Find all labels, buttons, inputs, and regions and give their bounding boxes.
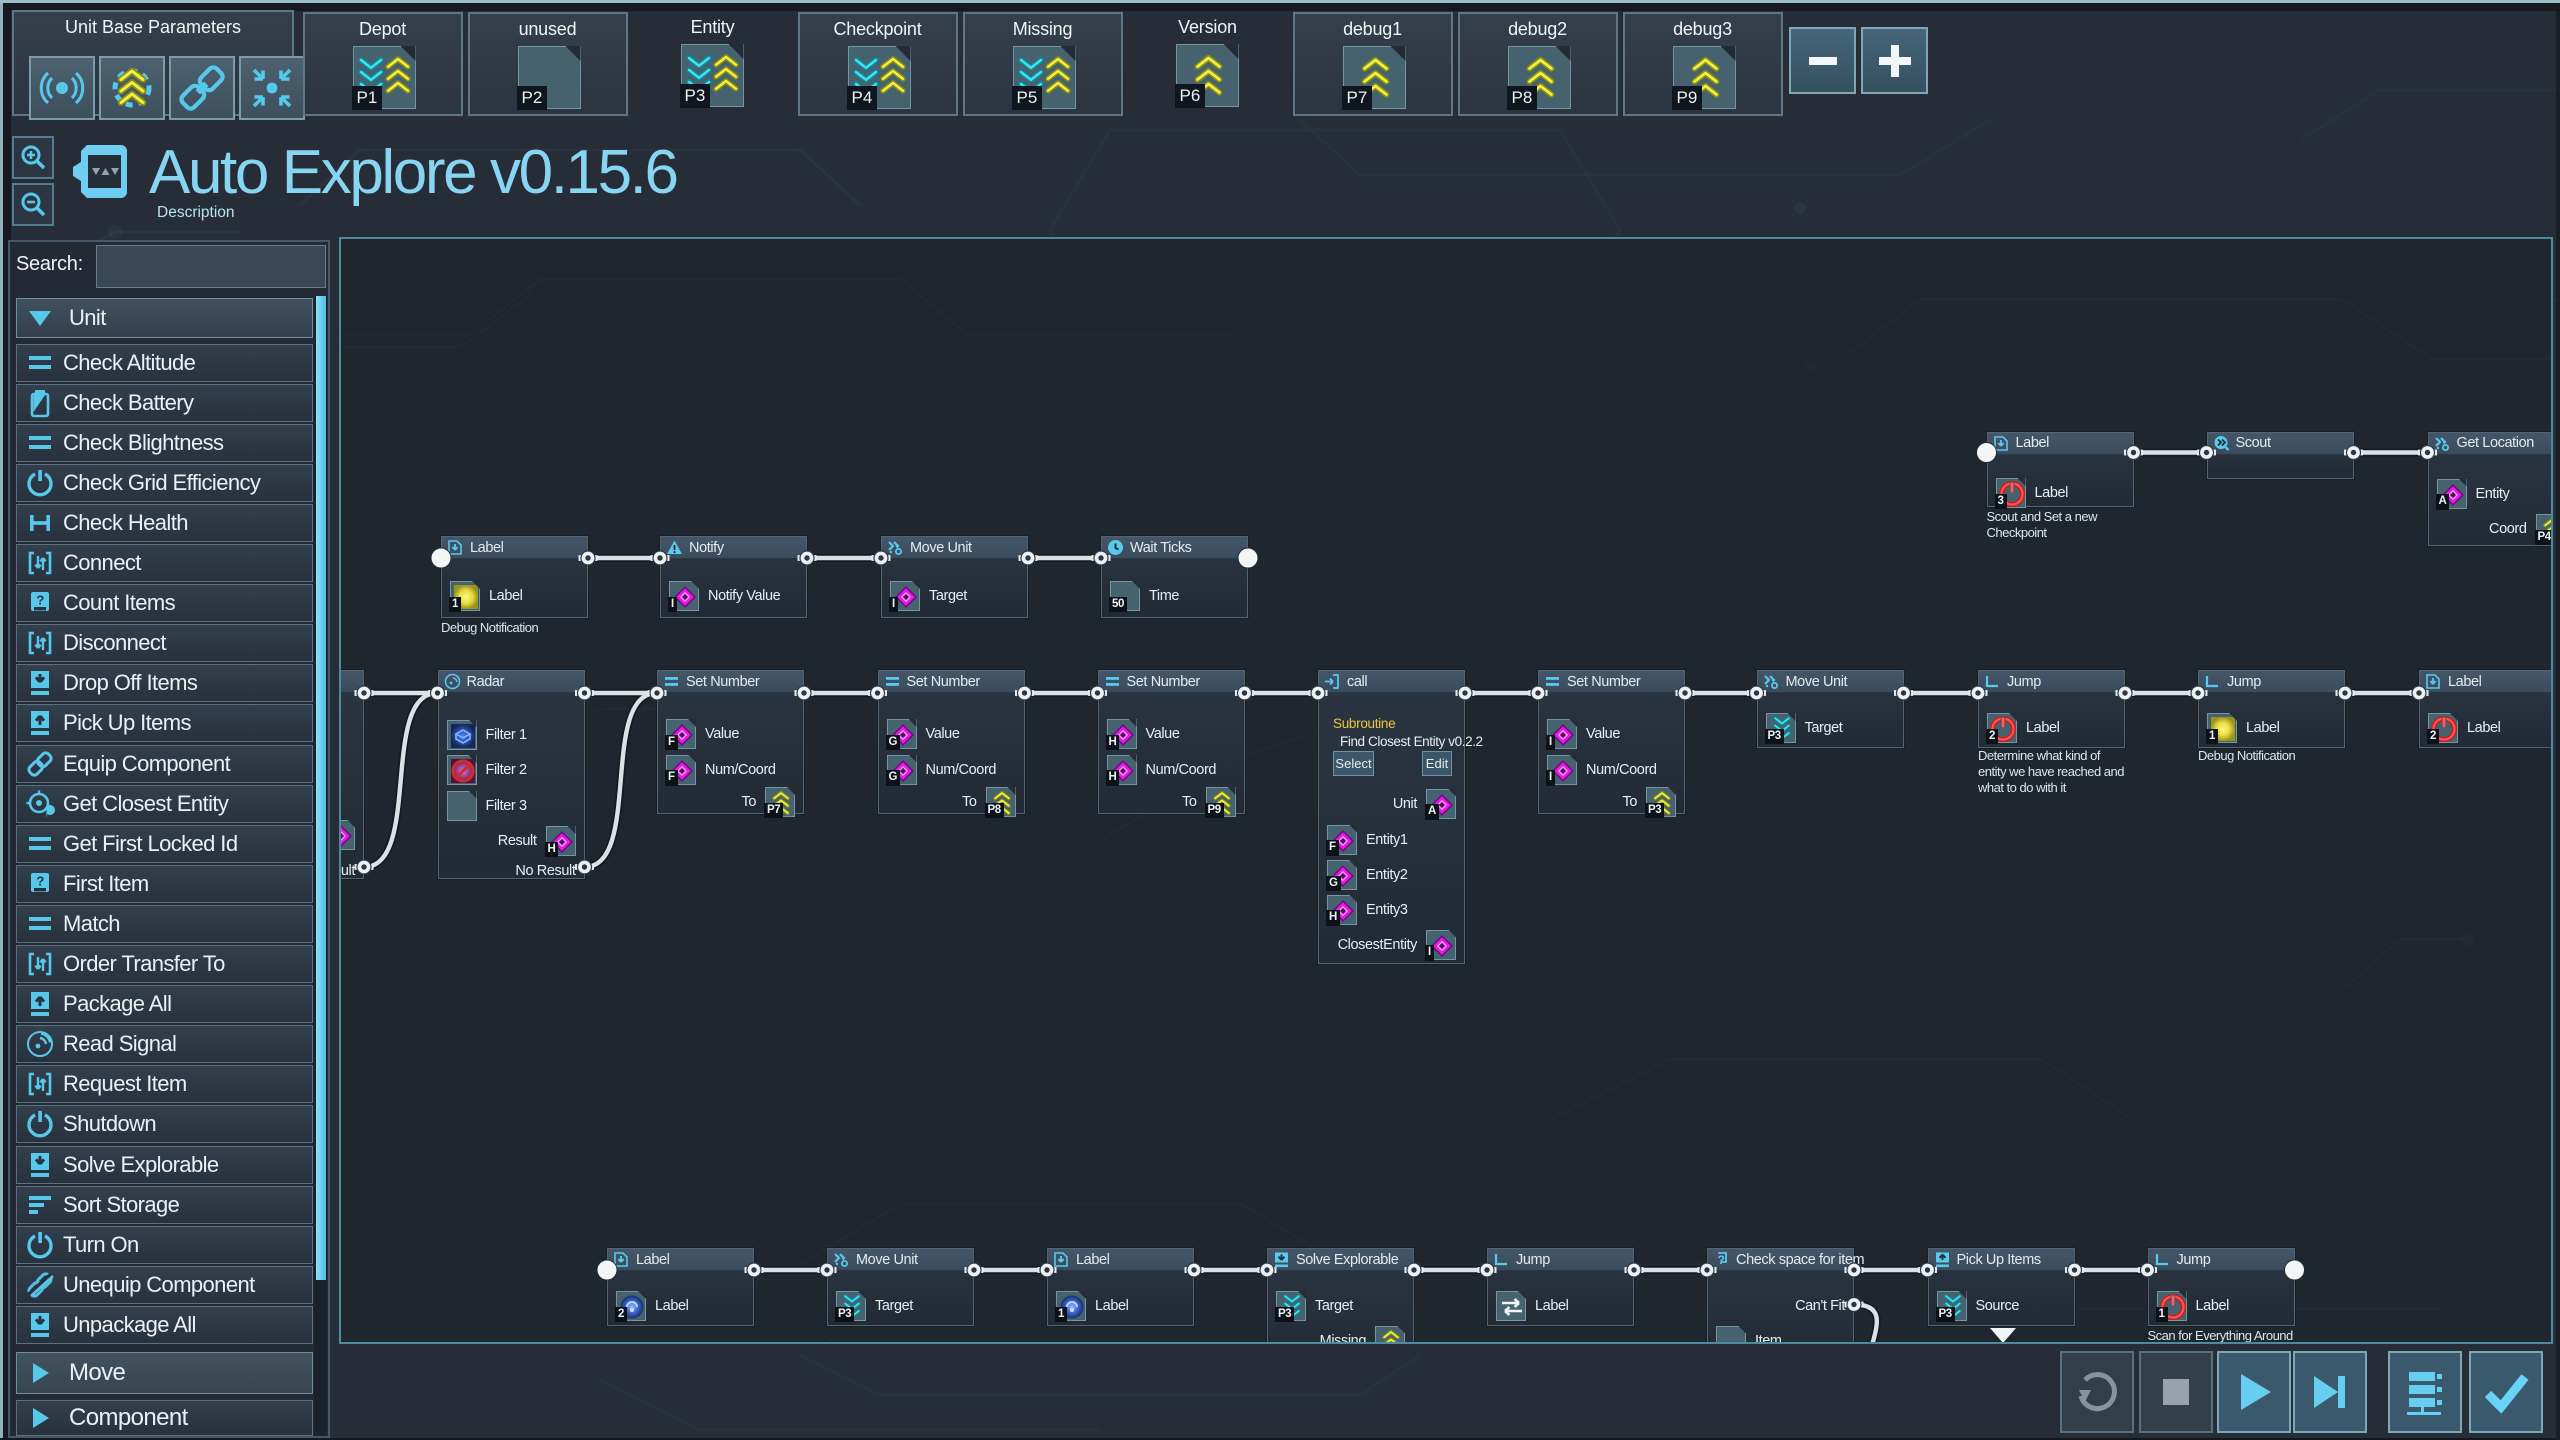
svg-text:?: ? xyxy=(36,593,44,608)
svg-text:?: ? xyxy=(36,873,44,888)
svg-text:?: ? xyxy=(1718,1253,1725,1267)
